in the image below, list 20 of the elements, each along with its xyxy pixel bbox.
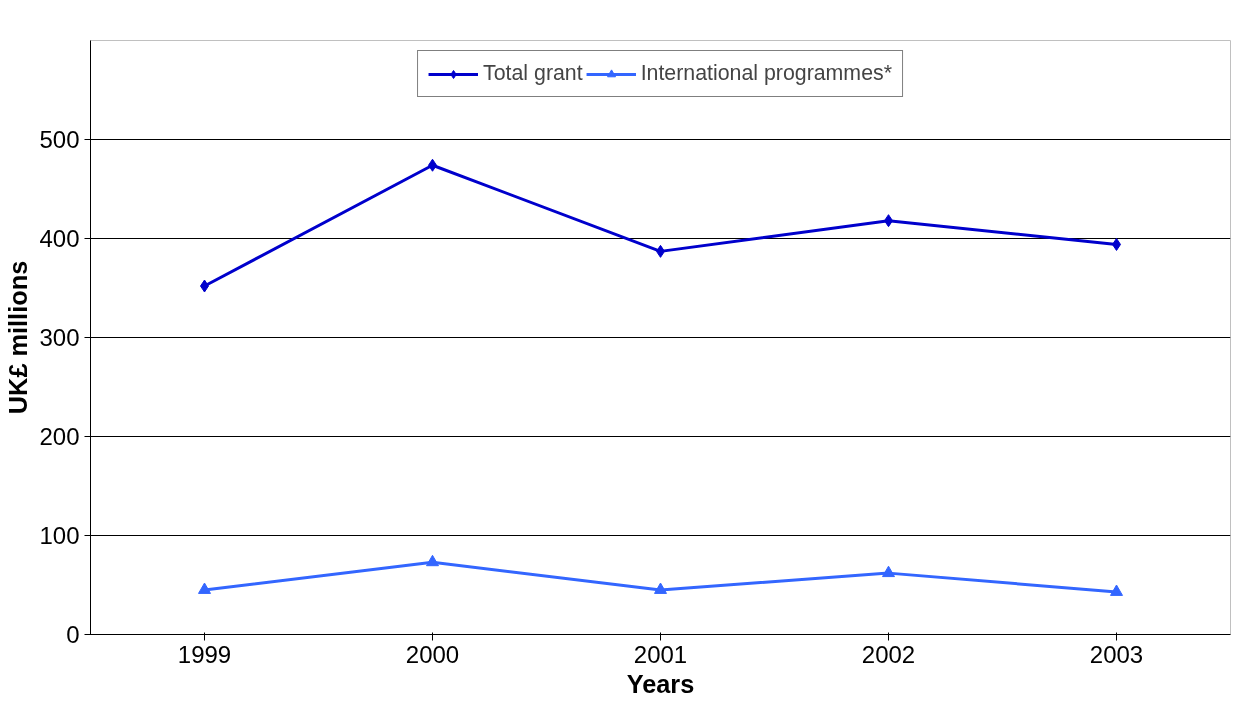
y-tick-label: 400 <box>39 225 80 252</box>
y-tick-label: 0 <box>66 621 80 648</box>
x-tick-label: 2002 <box>861 640 916 668</box>
x-tick-label: 1999 <box>177 640 232 668</box>
point <box>1110 584 1123 596</box>
y-tick-label: 100 <box>39 522 80 549</box>
y-tick-label: 300 <box>39 324 80 351</box>
point <box>426 554 439 567</box>
x-tick-label: 2001 <box>633 640 688 668</box>
legend-label: Total grant <box>483 61 583 86</box>
point <box>198 582 211 594</box>
x-tick-label: 2000 <box>405 640 460 668</box>
y-axis-title: UK£ millions <box>4 260 33 415</box>
legend-label: International programmes* <box>640 61 892 86</box>
x-tick-label: 2003 <box>1089 640 1144 668</box>
point <box>882 565 895 578</box>
point <box>654 582 667 594</box>
x-axis-title: Years <box>626 669 695 698</box>
y-tick-label: 200 <box>39 423 80 450</box>
y-tick-label: 500 <box>39 126 80 153</box>
